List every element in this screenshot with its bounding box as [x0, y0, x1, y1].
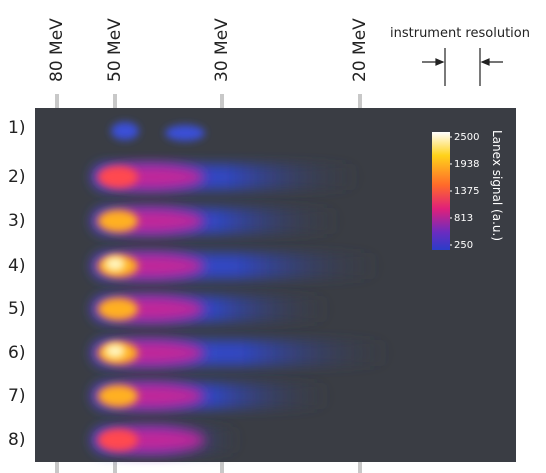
- colorbar-label: Lanex signal (a.u.): [490, 130, 504, 241]
- energy-label: 20 MeV: [350, 18, 370, 82]
- row-label: 8): [8, 430, 25, 450]
- trace: [98, 210, 138, 232]
- trace: [98, 298, 138, 320]
- trace: [98, 385, 138, 407]
- trace: [98, 166, 138, 188]
- trace: [111, 122, 139, 140]
- colorbar-tick-label: 2500: [454, 132, 479, 143]
- row-label: 4): [8, 256, 25, 276]
- trace: [165, 125, 205, 141]
- colorbar-tick-label: 1938: [454, 159, 479, 170]
- trace: [105, 344, 125, 358]
- row-label: 1): [8, 118, 25, 138]
- colorbar-tick-label: 1375: [454, 186, 479, 197]
- annotation: instrument resolution: [390, 26, 530, 41]
- trace: [105, 257, 125, 271]
- row-label: 6): [8, 343, 25, 363]
- colorbar-tick-label: 250: [454, 240, 473, 251]
- resolution-marker: [422, 48, 503, 86]
- energy-label: 50 MeV: [105, 18, 125, 82]
- energy-label: 30 MeV: [212, 18, 232, 82]
- row-label: 2): [8, 167, 25, 187]
- row-label: 5): [8, 299, 25, 319]
- trace: [98, 429, 138, 451]
- energy-label: 80 MeV: [47, 18, 67, 82]
- colorbar: [432, 132, 450, 250]
- colorbar-tick-label: 813: [454, 213, 473, 224]
- row-label: 3): [8, 211, 25, 231]
- row-label: 7): [8, 386, 25, 406]
- signal-traces: [92, 122, 392, 453]
